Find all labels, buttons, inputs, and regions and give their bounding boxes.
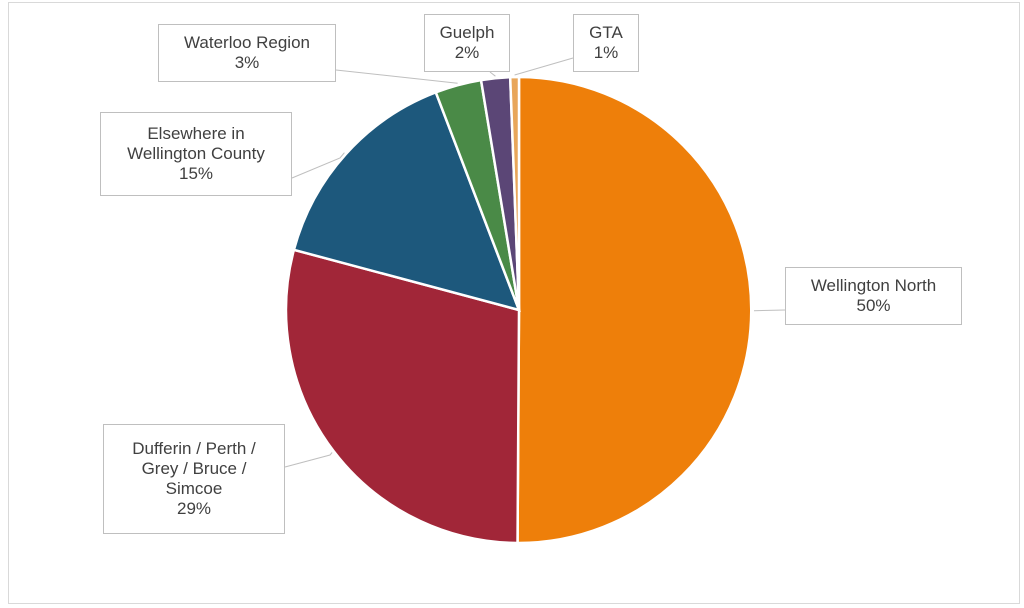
leader-line bbox=[335, 69, 458, 84]
slice-percent: 29% bbox=[176, 499, 212, 518]
data-label-guelph: Guelph 2% bbox=[424, 14, 510, 72]
slice-label: Wellington North bbox=[810, 276, 937, 295]
slice-label: Dufferin / Perth / Grey / Bruce / Simcoe bbox=[132, 439, 256, 498]
data-label-wellington-north: Wellington North 50% bbox=[785, 267, 962, 325]
leader-line bbox=[291, 152, 345, 179]
leader-line bbox=[753, 309, 786, 312]
slice-label: Waterloo Region bbox=[184, 33, 310, 52]
slice-percent: 2% bbox=[454, 43, 480, 62]
pie-slice-wellington-north bbox=[516, 75, 753, 545]
data-label-dufferin-perth-grey-bruce-simcoe: Dufferin / Perth / Grey / Bruce / Simcoe… bbox=[103, 424, 285, 534]
leader-line bbox=[489, 71, 496, 77]
slice-percent: 1% bbox=[593, 43, 619, 62]
slice-label: Elsewhere in Wellington County bbox=[127, 124, 265, 163]
pie-slice-dufferin-perth-grey-bruce-simcoe bbox=[284, 248, 521, 545]
slice-percent: 15% bbox=[178, 164, 214, 183]
pie-slice-gta bbox=[508, 75, 521, 311]
data-label-elsewhere-in-wellington-county: Elsewhere in Wellington County 15% bbox=[100, 112, 292, 196]
data-label-gta: GTA 1% bbox=[573, 14, 639, 72]
leader-line bbox=[514, 57, 574, 76]
leader-lines bbox=[284, 57, 786, 468]
leader-line bbox=[284, 452, 333, 468]
slice-percent: 3% bbox=[234, 53, 260, 72]
data-label-waterloo-region: Waterloo Region 3% bbox=[158, 24, 336, 82]
pie-slice-elsewhere-in-wellington-county bbox=[292, 90, 522, 312]
pie-slices bbox=[284, 75, 753, 545]
slice-label: Guelph bbox=[439, 23, 495, 42]
slice-percent: 50% bbox=[856, 296, 891, 315]
slice-label: GTA bbox=[589, 23, 623, 42]
